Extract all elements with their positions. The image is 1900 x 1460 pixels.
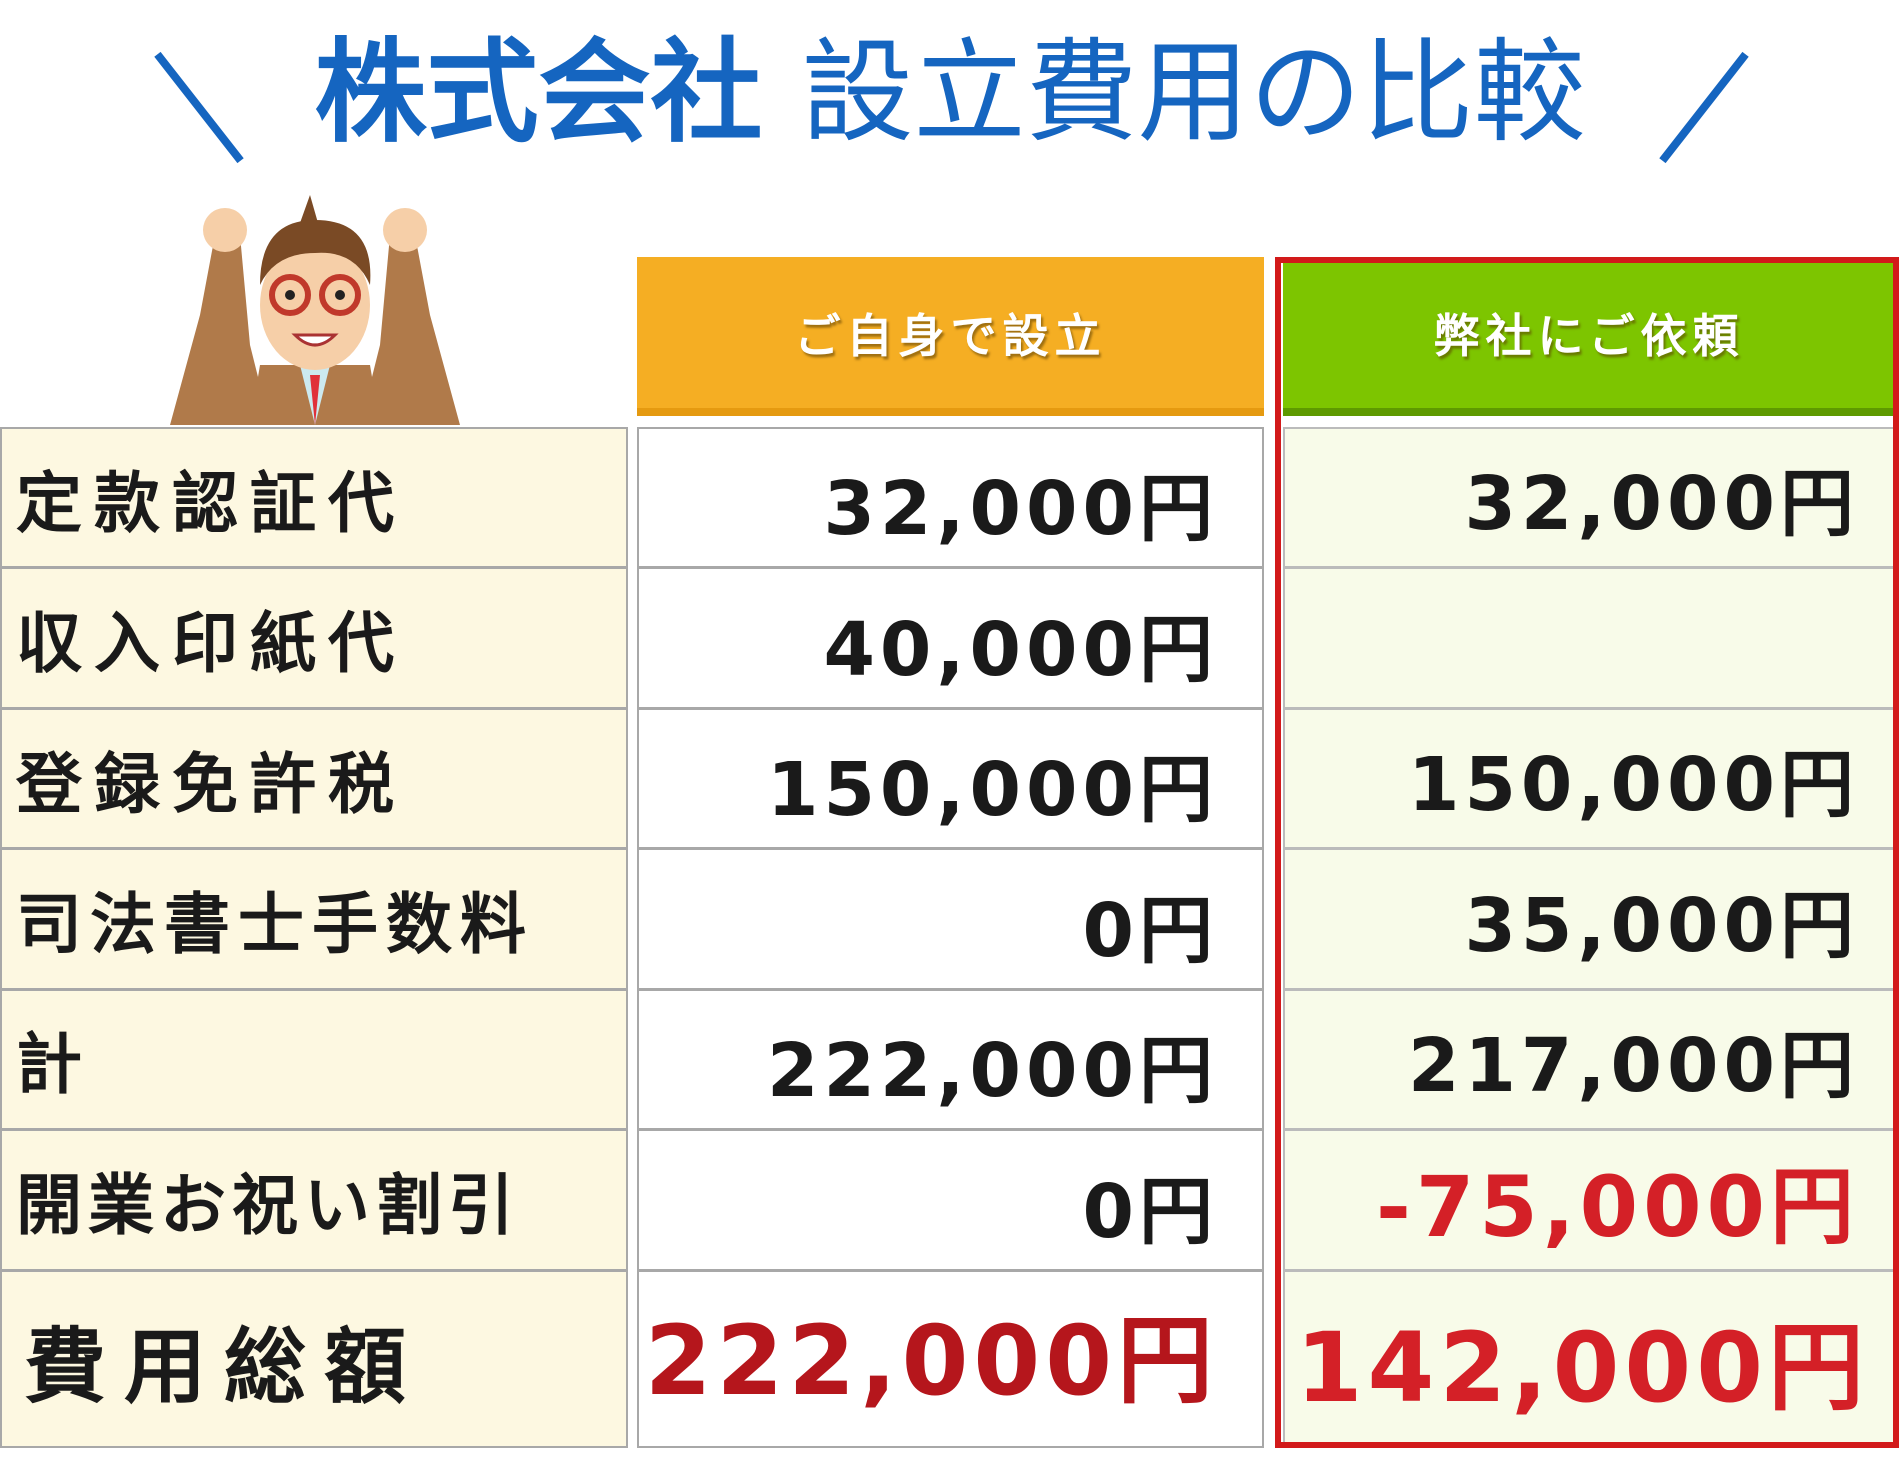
row-label: 司法書士手数料 <box>0 848 628 990</box>
title-light: 設立費用の比較 <box>801 28 1586 158</box>
row-label: 収入印紙代 <box>0 567 628 709</box>
cheering-man-icon <box>170 195 460 425</box>
self-value: 150,000円 <box>637 708 1264 849</box>
header-self: ご自身で設立 <box>637 257 1264 416</box>
header-firm: 弊社にご依頼 <box>1283 257 1895 416</box>
self-total-value: 222,000円 <box>637 1270 1264 1448</box>
row-label: 開業お祝い割引 <box>0 1129 628 1271</box>
firm-total-value: 142,000円 <box>1283 1270 1895 1448</box>
firm-value: 150,000円 <box>1283 708 1895 849</box>
row-label: 登録免許税 <box>0 708 628 849</box>
self-value: 0円 <box>637 848 1264 990</box>
self-value: 32,000円 <box>637 427 1264 568</box>
firm-value: 32,000円 <box>1283 427 1895 568</box>
page-title: 株式会社 設立費用の比較 <box>0 28 1900 158</box>
discount-value: -75,000円 <box>1283 1129 1895 1271</box>
firm-value <box>1283 567 1895 709</box>
row-label-total: 費用総額 <box>0 1270 628 1448</box>
row-label: 計 <box>0 989 628 1130</box>
firm-value: 217,000円 <box>1283 989 1895 1130</box>
self-value: 0円 <box>637 1129 1264 1271</box>
self-value: 40,000円 <box>637 567 1264 709</box>
self-value: 222,000円 <box>637 989 1264 1130</box>
row-label: 定款認証代 <box>0 427 628 568</box>
title-bold: 株式会社 <box>314 28 763 158</box>
firm-value: 35,000円 <box>1283 848 1895 990</box>
